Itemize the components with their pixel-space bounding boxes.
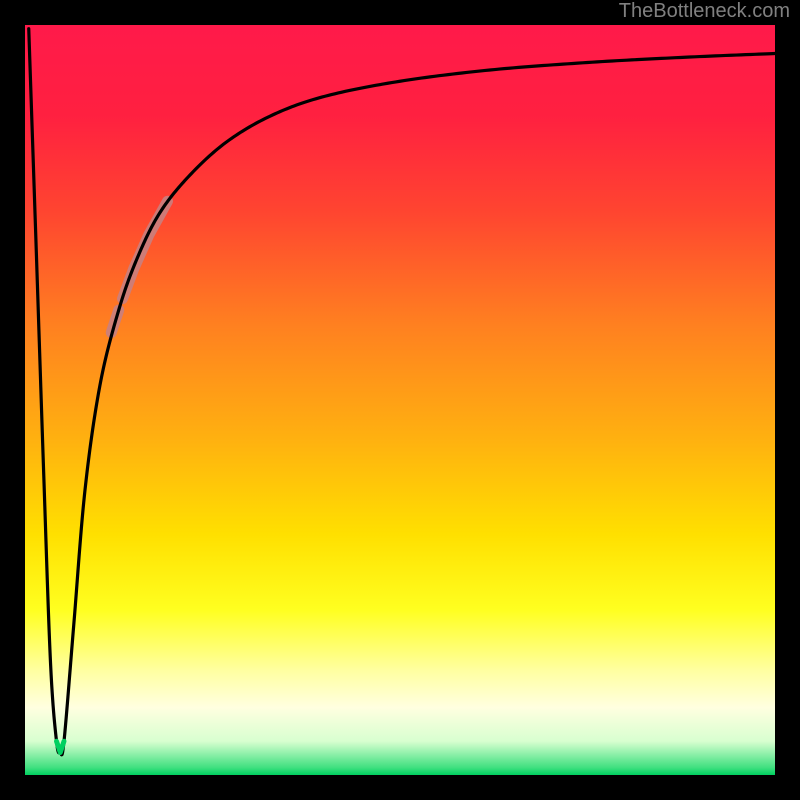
valley-cap — [57, 741, 65, 752]
curve-layer — [25, 25, 775, 775]
plot-area — [25, 25, 775, 775]
bottleneck-curve — [29, 29, 775, 755]
chart-container: TheBottleneck.com — [0, 0, 800, 800]
watermark-text: TheBottleneck.com — [619, 0, 790, 23]
highlight-segment-1 — [123, 201, 168, 299]
